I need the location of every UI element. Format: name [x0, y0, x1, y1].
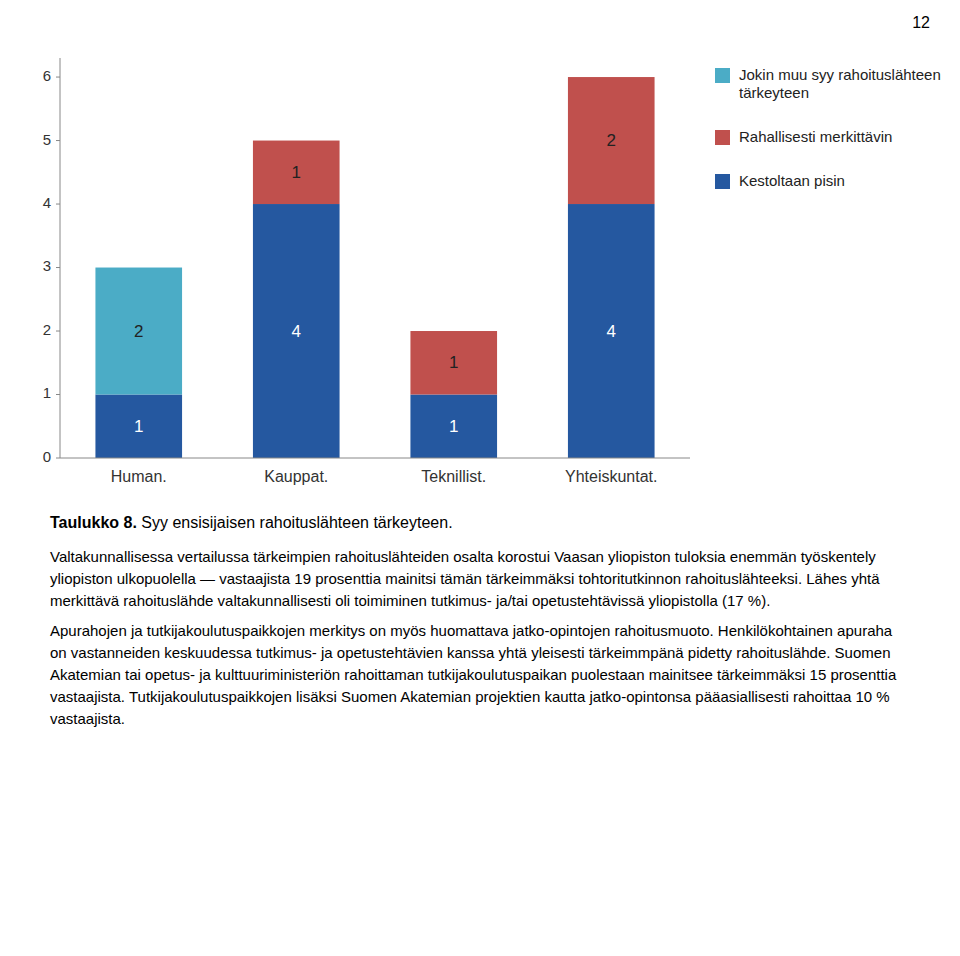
data-label: 2: [607, 131, 616, 150]
bar-segment: [410, 331, 497, 332]
x-tick-label: Teknillist.: [421, 468, 486, 485]
bar-segment: [253, 204, 340, 458]
y-tick: [56, 204, 60, 205]
legend-label: Rahallisesti merkittävin: [739, 128, 892, 145]
chart: 0 1 2 3 4 5 6 1 2 4 1 1 1 4 2 Human. Kauppat. Teknillist.…: [0, 38, 960, 508]
legend-swatch: [715, 130, 730, 145]
bar-segment: [95, 395, 182, 458]
bar-segment: [568, 204, 655, 458]
y-tick-label: 5: [43, 131, 51, 148]
x-axis-line: [60, 458, 690, 459]
y-tick: [56, 77, 60, 78]
data-label: 1: [134, 417, 143, 436]
y-tick-label: 6: [43, 67, 51, 84]
data-label: 1: [292, 163, 301, 182]
legend-swatch: [715, 174, 730, 189]
paragraph: Apurahojen ja tutkijakoulutuspaikkojen m…: [50, 620, 910, 730]
y-tick-label: 0: [43, 448, 51, 465]
bar-segment: [253, 141, 340, 204]
bar-segment: [410, 395, 497, 458]
y-axis-line: [60, 58, 61, 458]
bars: [95, 77, 654, 458]
paragraph: Valtakunnallisessa vertailussa tärkeimpi…: [50, 546, 910, 612]
x-tick-label: Yhteiskuntat.: [565, 468, 658, 485]
y-tick-label: 4: [43, 194, 51, 211]
y-tick: [56, 394, 60, 395]
legend-label: Kestoltaan pisin: [739, 172, 845, 189]
data-label: 1: [449, 353, 458, 372]
page-number: 12: [0, 0, 960, 38]
caption: Taulukko 8. Syy ensisijaisen rahoitusläh…: [50, 514, 910, 532]
bar-segment: [568, 77, 655, 204]
body-text: Valtakunnallisessa vertailussa tärkeimpi…: [50, 546, 910, 730]
caption-text: Syy ensisijaisen rahoituslähteen tärkeyt…: [137, 514, 453, 531]
data-label: 4: [292, 322, 301, 341]
bar-segment: [568, 77, 655, 78]
bar-segment: [95, 268, 182, 395]
y-tick-label: 1: [43, 384, 51, 401]
caption-bold: Taulukko 8.: [50, 514, 137, 531]
legend: Jokin muu syy rahoituslähteentärkeyteen R…: [715, 66, 941, 189]
legend-swatch: [715, 68, 730, 83]
x-tick-label: Human.: [111, 468, 167, 485]
y-tick: [56, 458, 60, 459]
legend-label: Jokin muu syy rahoituslähteentärkeyteen: [739, 66, 941, 101]
bar-segment: [410, 331, 497, 394]
y-tick-label: 2: [43, 321, 51, 338]
y-tick: [56, 331, 60, 332]
y-tick: [56, 140, 60, 141]
bar-segment: [253, 140, 340, 141]
data-label: 1: [449, 417, 458, 436]
data-label: 2: [134, 322, 143, 341]
x-tick-label: Kauppat.: [264, 468, 328, 485]
data-label: 4: [607, 322, 616, 341]
y-tick: [56, 267, 60, 268]
y-tick-label: 3: [43, 257, 51, 274]
